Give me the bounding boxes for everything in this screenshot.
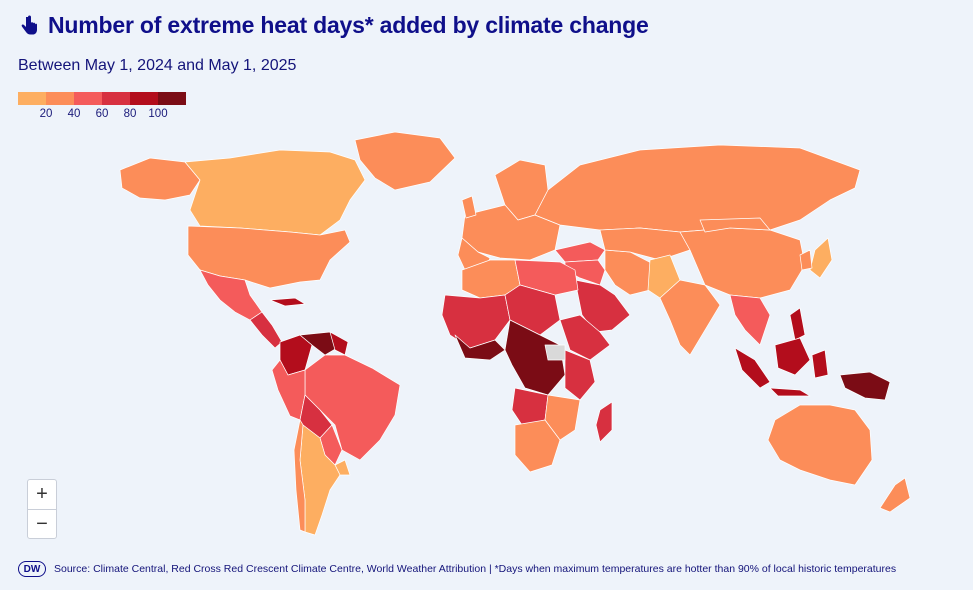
region-russia (534, 144, 861, 233)
page-title: Number of extreme heat days* added by cl… (48, 12, 649, 38)
title-row: Number of extreme heat days* added by cl… (18, 12, 963, 39)
region-australia (767, 404, 873, 486)
region-cuba (269, 297, 306, 307)
region-india (659, 279, 721, 356)
region-angola (511, 387, 549, 426)
region-south-sudan (544, 344, 566, 361)
region-japan (809, 237, 833, 279)
region-philippines (789, 307, 806, 341)
region-southeast-africa (544, 394, 581, 441)
legend-swatch (158, 92, 186, 105)
legend-swatch (102, 92, 130, 105)
zoom-control: + − (27, 479, 57, 539)
header: Number of extreme heat days* added by cl… (18, 12, 963, 39)
region-korea (799, 249, 813, 271)
region-new-zealand (879, 477, 911, 513)
legend-swatch (74, 92, 102, 105)
legend-ticks: 20 40 60 80 100 (18, 108, 188, 124)
legend-swatch (18, 92, 46, 105)
source-note: Source: Climate Central, Red Cross Red C… (54, 563, 897, 575)
region-madagascar (595, 401, 613, 443)
zoom-in-button[interactable]: + (28, 480, 56, 510)
legend-tick-label: 80 (123, 108, 137, 120)
region-west-africa (441, 294, 511, 349)
legend-tick-label: 60 (95, 108, 109, 120)
region-indonesia-sumatra (734, 347, 771, 389)
world-map[interactable] (0, 120, 973, 560)
region-iran (604, 249, 656, 296)
zoom-out-button[interactable]: − (36, 513, 48, 535)
region-mainland-sea (729, 294, 771, 346)
region-horn (559, 314, 611, 361)
page-subtitle: Between May 1, 2024 and May 1, 2025 (18, 57, 297, 74)
pointer-hand-icon (18, 14, 40, 38)
region-new-guinea (839, 371, 891, 401)
legend-swatches (18, 92, 188, 105)
region-borneo (774, 337, 811, 376)
legend-swatch (46, 92, 74, 105)
dw-logo: DW (18, 561, 46, 577)
legend-tick-label: 100 (148, 108, 168, 120)
legend-tick-label: 40 (67, 108, 81, 120)
region-alaska (119, 157, 201, 201)
region-uk (461, 195, 477, 219)
legend-swatch (130, 92, 158, 105)
region-sulawesi (811, 349, 829, 379)
region-chile (293, 419, 306, 533)
region-turkey (554, 241, 606, 263)
region-south-africa (514, 419, 561, 473)
world-map-svg[interactable] (0, 120, 973, 560)
region-central-america (249, 311, 283, 349)
region-canada (184, 149, 366, 236)
region-saudi-arabia (574, 279, 631, 333)
legend-tick-label: 20 (39, 108, 53, 120)
footer: DW Source: Climate Central, Red Cross Re… (18, 561, 896, 577)
legend: 20 40 60 80 100 (18, 92, 188, 124)
region-java (769, 387, 811, 397)
region-mongolia (699, 217, 771, 233)
region-greenland (354, 131, 456, 191)
region-central-asia (599, 227, 691, 261)
